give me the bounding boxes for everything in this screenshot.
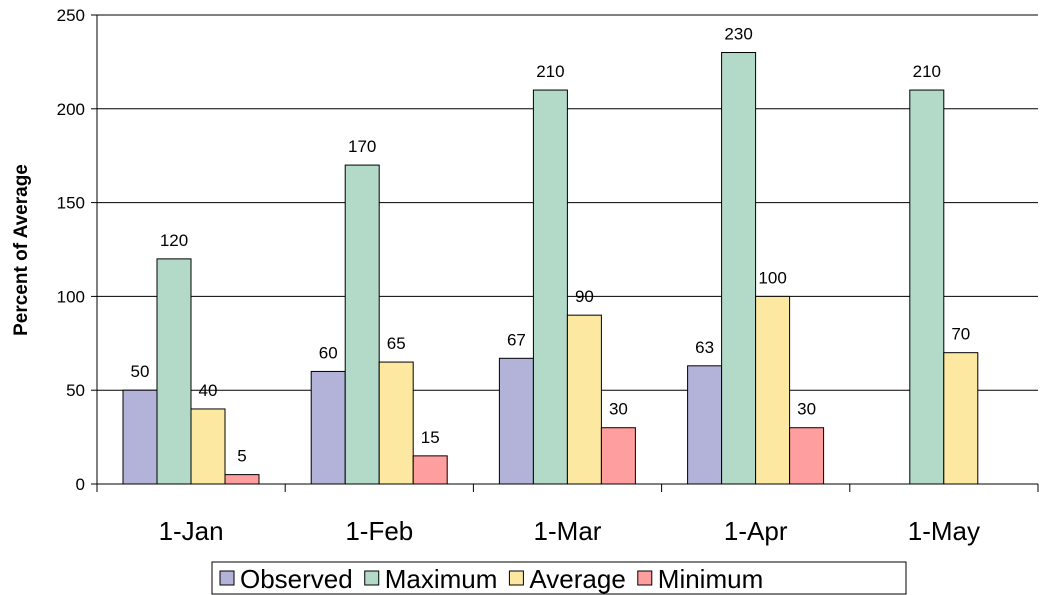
x-tick-label: 1-May bbox=[908, 516, 980, 546]
data-label: 5 bbox=[237, 447, 246, 466]
y-tick-label: 250 bbox=[57, 6, 85, 25]
bar-maximum bbox=[156, 258, 192, 485]
bar-observed bbox=[498, 357, 534, 485]
bar-minimum bbox=[789, 427, 825, 485]
bar-maximum bbox=[532, 89, 568, 485]
x-tick-label: 1-Jan bbox=[159, 516, 224, 546]
y-tick-label: 200 bbox=[57, 100, 85, 119]
bar-minimum bbox=[412, 455, 448, 485]
legend-box bbox=[211, 561, 907, 595]
data-label: 90 bbox=[575, 287, 594, 306]
bar-maximum bbox=[721, 52, 757, 485]
legend-label-minimum: Minimum bbox=[658, 564, 763, 594]
data-label: 70 bbox=[951, 325, 970, 344]
axes bbox=[91, 14, 1039, 492]
labels: 0 50 100 150 200 250 1-Jan 1-Feb 1-Mar 1-Apr 1-May… bbox=[57, 6, 980, 546]
data-label: 40 bbox=[199, 381, 218, 400]
bar-maximum bbox=[909, 89, 945, 485]
bars bbox=[122, 52, 979, 485]
y-tick-label: 100 bbox=[57, 287, 85, 306]
data-label: 100 bbox=[758, 268, 786, 287]
bar-average bbox=[190, 408, 226, 485]
y-tick-label: 50 bbox=[66, 381, 85, 400]
data-label: 30 bbox=[609, 400, 628, 419]
bar-maximum bbox=[344, 164, 380, 485]
data-label: 230 bbox=[724, 25, 752, 44]
data-label: 120 bbox=[160, 231, 188, 250]
data-label: 63 bbox=[695, 338, 714, 357]
bar-average bbox=[943, 352, 979, 485]
data-label: 30 bbox=[797, 400, 816, 419]
bar-average bbox=[378, 361, 414, 485]
legend-label-maximum: Maximum bbox=[385, 564, 498, 594]
legend-swatch-maximum bbox=[364, 570, 380, 586]
bar-average bbox=[755, 295, 791, 485]
data-label: 50 bbox=[131, 362, 150, 381]
data-label: 67 bbox=[507, 330, 526, 349]
x-tick-label: 1-Feb bbox=[345, 516, 413, 546]
y-tick-label: 150 bbox=[57, 194, 85, 213]
bar-minimum bbox=[600, 427, 636, 485]
y-tick-label: 0 bbox=[76, 475, 85, 494]
legend-swatch-average bbox=[508, 570, 524, 586]
legend-swatch-minimum bbox=[637, 570, 653, 586]
data-label: 210 bbox=[536, 62, 564, 81]
y-axis-title: Percent of Average bbox=[11, 164, 32, 336]
bar-minimum bbox=[224, 474, 260, 485]
bar-average bbox=[566, 314, 602, 485]
data-label: 60 bbox=[319, 343, 338, 362]
x-tick-label: 1-Mar bbox=[534, 516, 602, 546]
data-label: 15 bbox=[421, 428, 440, 447]
legend-swatch-observed bbox=[219, 570, 235, 586]
data-label: 170 bbox=[348, 137, 376, 156]
data-label: 210 bbox=[913, 62, 941, 81]
bar-observed bbox=[122, 389, 158, 485]
x-tick-label: 1-Apr bbox=[724, 516, 788, 546]
legend-label-observed: Observed bbox=[240, 564, 353, 594]
data-label: 65 bbox=[387, 334, 406, 353]
bar-observed bbox=[687, 365, 723, 485]
bar-observed bbox=[310, 370, 346, 485]
legend-label-average: Average bbox=[529, 564, 625, 594]
legend: Observed Maximum Average Minimum bbox=[211, 561, 907, 595]
